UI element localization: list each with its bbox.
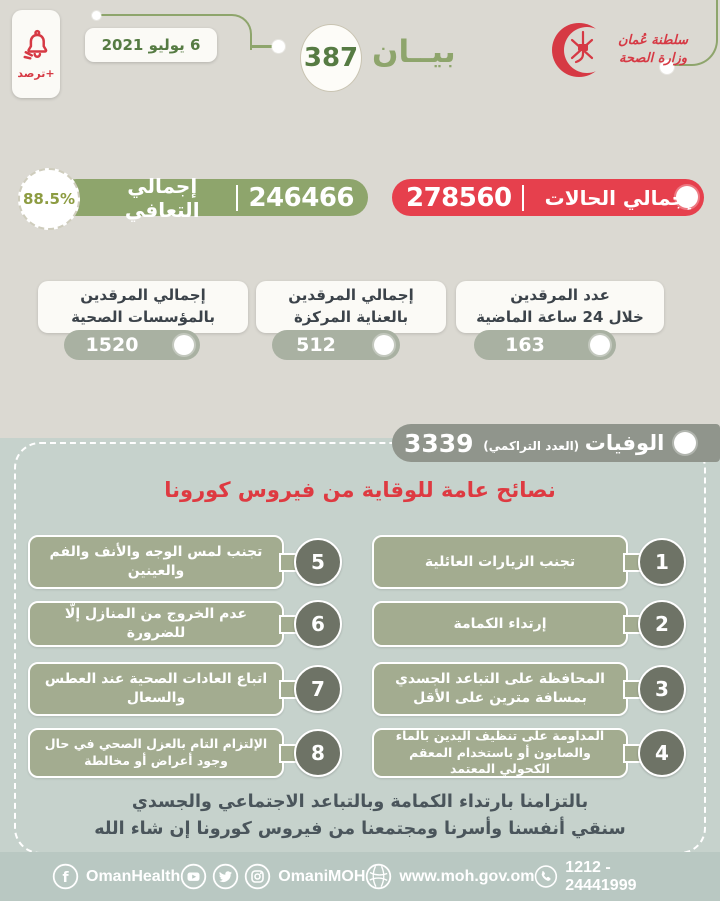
tip-text: تجنب لمس الوجه والأنف والفم والعينين: [28, 535, 284, 589]
deaths-value: 3339: [404, 428, 474, 458]
statement-word: بيــان: [372, 34, 456, 70]
facebook-icon: f: [52, 863, 79, 890]
tips-column-left: تجنب لمس الوجه والأنف والفم والعينين 5 ع…: [28, 535, 342, 778]
tip-text: إرتداء الكمامة: [372, 601, 628, 647]
tip-number: 5: [294, 538, 342, 586]
instagram-icon: [245, 863, 271, 890]
total-cases-label: إجمالي الحالات: [544, 185, 693, 210]
decorative-green-curve: [672, 0, 718, 66]
tip-item-2: إرتداء الكمامة 2: [372, 600, 686, 648]
facebook-handle: OmanHealth: [86, 867, 181, 885]
tip-text: المحافظة على التباعد الجسدي بمسافة مترين…: [372, 662, 628, 716]
phone-group: 1212 - 24441999: [534, 859, 672, 895]
tip-item-3: المحافظة على التباعد الجسدي بمسافة مترين…: [372, 662, 686, 716]
inpatients-24h-label: عدد المرقدين خلال 24 ساعة الماضية: [456, 281, 664, 333]
decorative-green-bracket: [100, 14, 252, 50]
decorative-dot: [92, 11, 101, 20]
tip-number: 8: [294, 729, 342, 777]
tip-number: 2: [638, 600, 686, 648]
statement-number-circle: 387: [300, 24, 362, 92]
tips-title: نصائح عامة للوقاية من فيروس كورونا: [164, 478, 556, 502]
health-institution-inpatients-label: إجمالي المرقدين بالمؤسسات الصحية: [38, 281, 248, 333]
bell-icon: [23, 29, 48, 60]
total-cases-value: 278560: [406, 182, 512, 213]
facebook-group: f OmanHealth: [52, 863, 180, 890]
social-group: OmaniMOH: [180, 863, 365, 890]
closing-message-line1: بالتزامنا بارتداء الكمامة وبالتباعد الاج…: [131, 792, 589, 812]
footer-bar: f OmanHealth: [0, 852, 720, 901]
moh-logo-text: سلطنة عُمان وزارة الصحة: [618, 33, 689, 66]
moh-logo: سلطنة عُمان وزارة الصحة: [550, 14, 688, 86]
twitter-icon: [213, 863, 239, 890]
tip-text: الإلتزام التام بالعزل الصحي في حال وجود …: [28, 728, 284, 778]
divider: [521, 184, 524, 211]
inpatients-24h-pill: 163: [474, 330, 616, 360]
closing-message-line2: سنقي أنفسنا وأسرنا ومجتمعنا من فيروس كور…: [94, 819, 626, 840]
health-institution-inpatients-value: 1520: [85, 334, 139, 356]
decorative-dot: [674, 432, 696, 454]
deaths-band: 3339 الوفيات (العدد التراكمي): [392, 424, 720, 462]
tip-number: 7: [294, 665, 342, 713]
divider: [236, 184, 239, 211]
tip-number: 4: [638, 729, 686, 777]
tip-text: تجنب الزيارات العائلية: [372, 535, 628, 589]
tip-item-6: عدم الخروج من المنازل إلّا للضرورة 6: [28, 600, 342, 648]
website-group: www.moh.gov.om: [365, 863, 534, 890]
decorative-dot: [676, 186, 698, 208]
tip-item-7: اتباع العادات الصحية عند العطس والسعال 7: [28, 662, 342, 716]
monitor-badge-card: ترصد+: [12, 10, 60, 98]
decorative-dot: [660, 60, 674, 74]
decorative-dot: [174, 335, 194, 355]
total-cases-band: 278560 إجمالي الحالات: [392, 179, 704, 216]
tip-item-1: تجنب الزيارات العائلية 1: [372, 535, 686, 589]
monitor-badge-label: ترصد+: [17, 66, 55, 80]
deaths-label: الوفيات (العدد التراكمي): [483, 431, 665, 455]
tip-text: اتباع العادات الصحية عند العطس والسعال: [28, 662, 284, 716]
decorative-dot: [272, 40, 285, 53]
oman-crescent-emblem-icon: [552, 23, 610, 77]
tip-item-4: المداومة على تنظيف اليدين بالماء والصابو…: [372, 728, 686, 778]
decorative-dot: [374, 335, 394, 355]
decorative-dot: [590, 335, 610, 355]
tip-number: 3: [638, 665, 686, 713]
website-url: www.moh.gov.om: [399, 867, 535, 885]
bulletin-date: 6 يوليو 2021: [85, 28, 217, 62]
total-recovery-band: إجمالي التعافي 246466: [58, 174, 368, 222]
youtube-icon: [181, 863, 207, 890]
tip-text: عدم الخروج من المنازل إلّا للضرورة: [28, 601, 284, 647]
tips-column-right: تجنب الزيارات العائلية 1 إرتداء الكمامة …: [372, 535, 686, 778]
tip-number: 1: [638, 538, 686, 586]
globe-icon: [366, 863, 392, 890]
tip-text: المداومة على تنظيف اليدين بالماء والصابو…: [372, 728, 628, 778]
inpatients-24h-value: 163: [505, 334, 545, 356]
total-recovery-value: 246466: [248, 182, 354, 213]
tip-item-8: الإلتزام التام بالعزل الصحي في حال وجود …: [28, 728, 342, 778]
icu-inpatients-label: إجمالي المرقدين بالعناية المركزة: [256, 281, 446, 333]
tip-number: 6: [294, 600, 342, 648]
health-institution-inpatients-pill: 1520: [64, 330, 200, 360]
statement-number: 387: [303, 43, 359, 73]
svg-text:f: f: [62, 870, 69, 886]
tip-item-5: تجنب لمس الوجه والأنف والفم والعينين 5: [28, 535, 342, 589]
phone-numbers: 1212 - 24441999: [565, 858, 637, 894]
recovery-percent-badge: 88.5%: [18, 168, 80, 230]
icu-inpatients-value: 512: [296, 334, 336, 356]
decorative-green-line: [252, 45, 280, 48]
icu-inpatients-pill: 512: [272, 330, 400, 360]
total-recovery-label: إجمالي التعافي: [124, 173, 200, 222]
closing-message: بالتزامنا بارتداء الكمامة وبالتباعد الاج…: [0, 789, 720, 843]
social-handle: OmaniMOH: [278, 867, 366, 885]
phone-icon: [535, 865, 558, 888]
